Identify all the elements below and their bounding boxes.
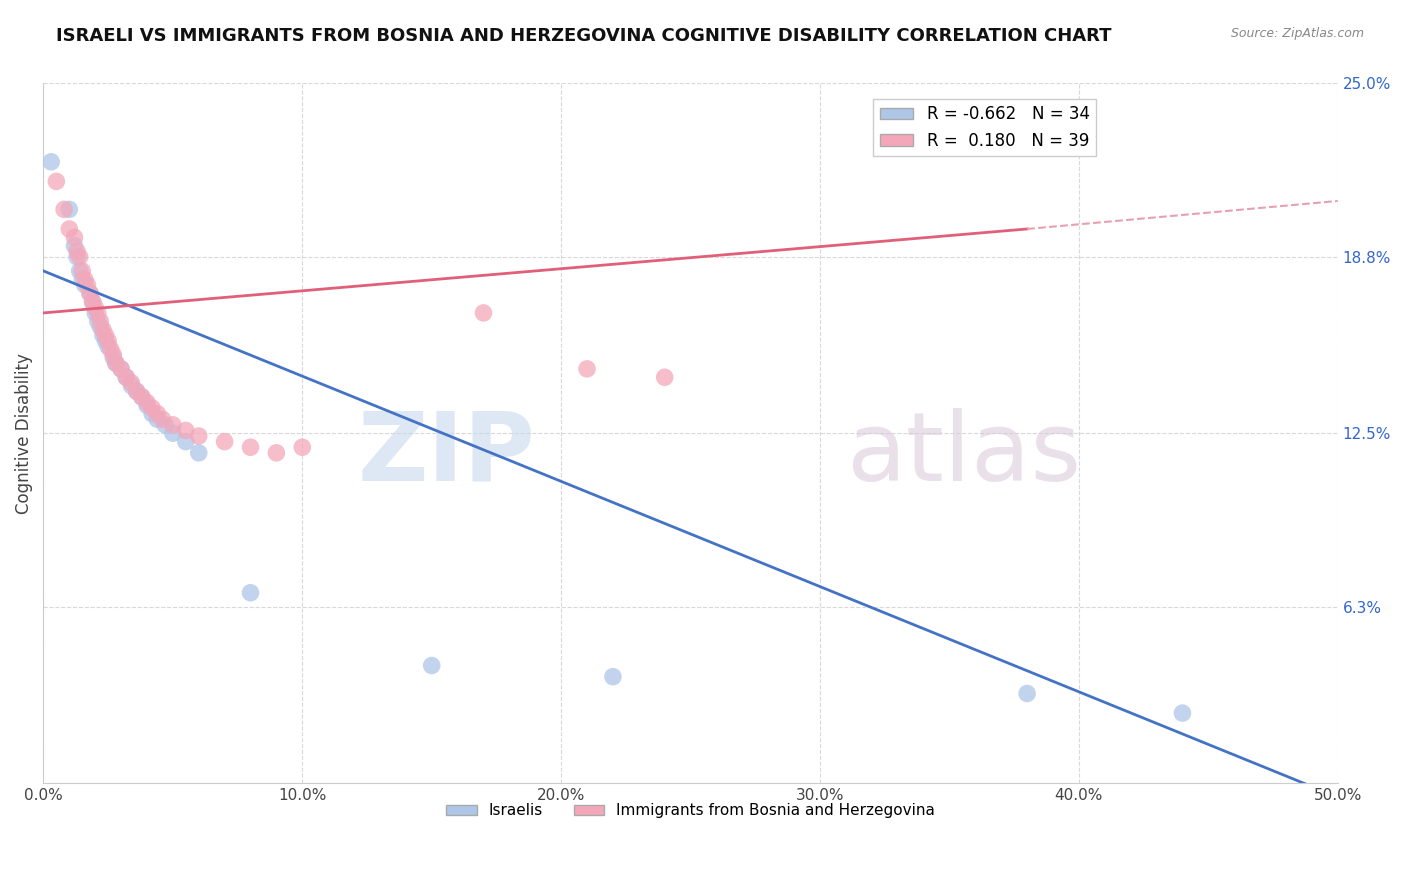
Point bbox=[97, 339, 120, 353]
Point bbox=[91, 328, 114, 343]
Point bbox=[104, 356, 127, 370]
Point bbox=[187, 446, 209, 460]
Point bbox=[89, 314, 111, 328]
Point bbox=[146, 407, 169, 421]
Point bbox=[239, 586, 262, 600]
Point bbox=[82, 294, 104, 309]
Point bbox=[141, 407, 163, 421]
Point bbox=[576, 362, 599, 376]
Point bbox=[82, 294, 104, 309]
Point bbox=[63, 239, 86, 253]
Point bbox=[115, 370, 138, 384]
Point bbox=[103, 348, 125, 362]
Text: ISRAELI VS IMMIGRANTS FROM BOSNIA AND HERZEGOVINA COGNITIVE DISABILITY CORRELATI: ISRAELI VS IMMIGRANTS FROM BOSNIA AND HE… bbox=[56, 27, 1112, 45]
Point bbox=[70, 264, 93, 278]
Point bbox=[94, 334, 117, 348]
Point bbox=[266, 446, 288, 460]
Point bbox=[87, 306, 110, 320]
Point bbox=[79, 286, 101, 301]
Point bbox=[79, 286, 101, 301]
Point bbox=[214, 434, 236, 449]
Text: ZIP: ZIP bbox=[357, 408, 536, 500]
Point bbox=[89, 319, 111, 334]
Point bbox=[84, 301, 107, 315]
Point bbox=[70, 272, 93, 286]
Point bbox=[602, 670, 624, 684]
Point bbox=[94, 328, 117, 343]
Point bbox=[73, 272, 96, 286]
Y-axis label: Cognitive Disability: Cognitive Disability bbox=[15, 353, 32, 514]
Point bbox=[53, 202, 76, 217]
Point bbox=[58, 202, 80, 217]
Legend: Israelis, Immigrants from Bosnia and Herzegovina: Israelis, Immigrants from Bosnia and Her… bbox=[440, 797, 942, 824]
Point bbox=[187, 429, 209, 443]
Point bbox=[66, 250, 89, 264]
Point bbox=[97, 334, 120, 348]
Point bbox=[91, 323, 114, 337]
Point bbox=[131, 390, 153, 404]
Point bbox=[39, 154, 62, 169]
Point bbox=[125, 384, 148, 399]
Point bbox=[84, 306, 107, 320]
Point bbox=[69, 250, 91, 264]
Point bbox=[115, 370, 138, 384]
Point bbox=[104, 356, 127, 370]
Point bbox=[153, 417, 176, 432]
Point bbox=[76, 277, 98, 292]
Point bbox=[63, 230, 86, 244]
Point bbox=[120, 378, 142, 392]
Point bbox=[87, 314, 110, 328]
Point bbox=[162, 417, 184, 432]
Point bbox=[131, 390, 153, 404]
Point bbox=[110, 362, 132, 376]
Point bbox=[136, 398, 159, 412]
Point bbox=[174, 424, 197, 438]
Text: Source: ZipAtlas.com: Source: ZipAtlas.com bbox=[1230, 27, 1364, 40]
Point bbox=[1171, 706, 1194, 720]
Point bbox=[73, 277, 96, 292]
Point bbox=[45, 174, 67, 188]
Point bbox=[136, 395, 159, 409]
Point bbox=[110, 362, 132, 376]
Point bbox=[146, 412, 169, 426]
Point bbox=[69, 264, 91, 278]
Point bbox=[58, 222, 80, 236]
Point bbox=[291, 440, 314, 454]
Point bbox=[66, 244, 89, 259]
Point bbox=[472, 306, 495, 320]
Point bbox=[239, 440, 262, 454]
Point bbox=[125, 384, 148, 399]
Point bbox=[420, 658, 443, 673]
Point bbox=[120, 376, 142, 390]
Point bbox=[174, 434, 197, 449]
Point bbox=[152, 412, 174, 426]
Text: atlas: atlas bbox=[846, 408, 1081, 500]
Point bbox=[103, 351, 125, 365]
Point bbox=[162, 426, 184, 441]
Point bbox=[100, 343, 122, 357]
Point bbox=[141, 401, 163, 415]
Point bbox=[654, 370, 676, 384]
Point bbox=[1017, 686, 1039, 700]
